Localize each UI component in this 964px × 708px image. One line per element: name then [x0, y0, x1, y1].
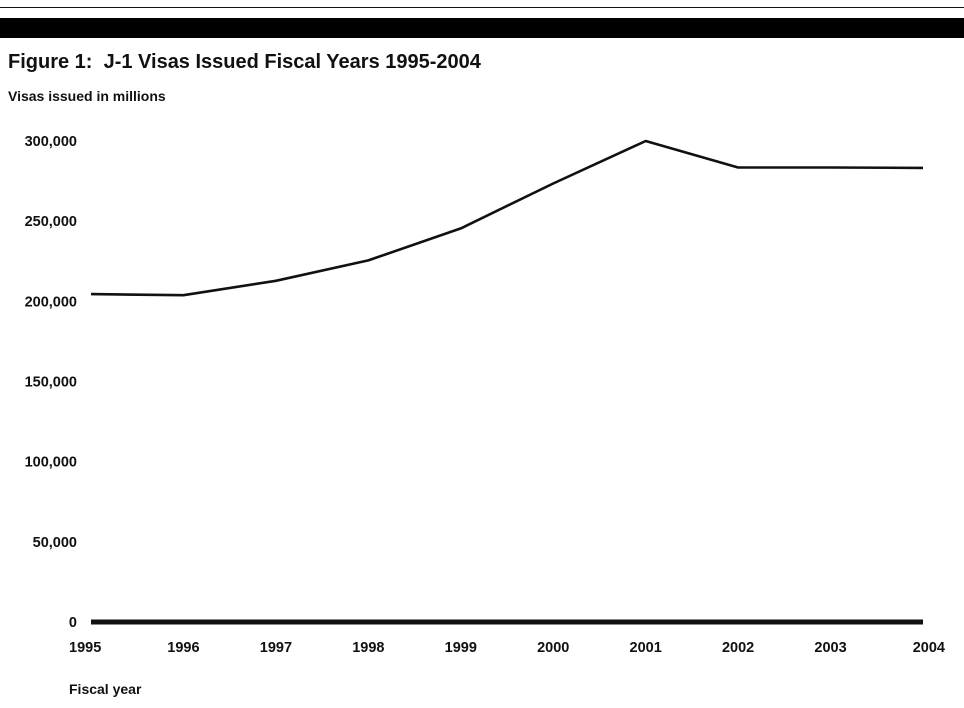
header-bar — [0, 18, 964, 38]
chart-title: Figure 1: J-1 Visas Issued Fiscal Years … — [8, 51, 481, 73]
y-tick-label: 50,000 — [33, 535, 77, 551]
x-axis-label: Fiscal year — [69, 681, 142, 697]
y-axis-label: Visas issued in millions — [8, 88, 166, 104]
x-tick-label: 2004 — [913, 640, 945, 656]
x-tick-label: 2002 — [722, 640, 754, 656]
x-tick-label: 2003 — [814, 640, 846, 656]
y-tick-label: 250,000 — [25, 214, 77, 230]
x-tick-labels: 1995 1996 1997 1998 1999 2000 2001 2002 2003 2004 — [69, 640, 945, 656]
x-tick-label: 1999 — [445, 640, 477, 656]
y-tick-labels: 0 50,000 100,000 150,000 200,000 250,000 300,0… — [25, 134, 77, 631]
y-tick-label: 0 — [69, 615, 77, 631]
y-tick-label: 200,000 — [25, 294, 77, 310]
y-tick-label: 300,000 — [25, 134, 77, 150]
y-tick-label: 150,000 — [25, 375, 77, 391]
x-tick-label: 1997 — [260, 640, 292, 656]
x-tick-label: 1995 — [69, 640, 101, 656]
series-layer — [90, 139, 924, 297]
x-tick-label: 1996 — [167, 640, 199, 656]
x-tick-label: 1998 — [352, 640, 384, 656]
x-tick-label: 2000 — [537, 640, 569, 656]
top-rule — [0, 7, 964, 8]
x-tick-label: 2001 — [630, 640, 662, 656]
y-tick-label: 100,000 — [25, 455, 77, 471]
series-line — [90, 139, 924, 297]
